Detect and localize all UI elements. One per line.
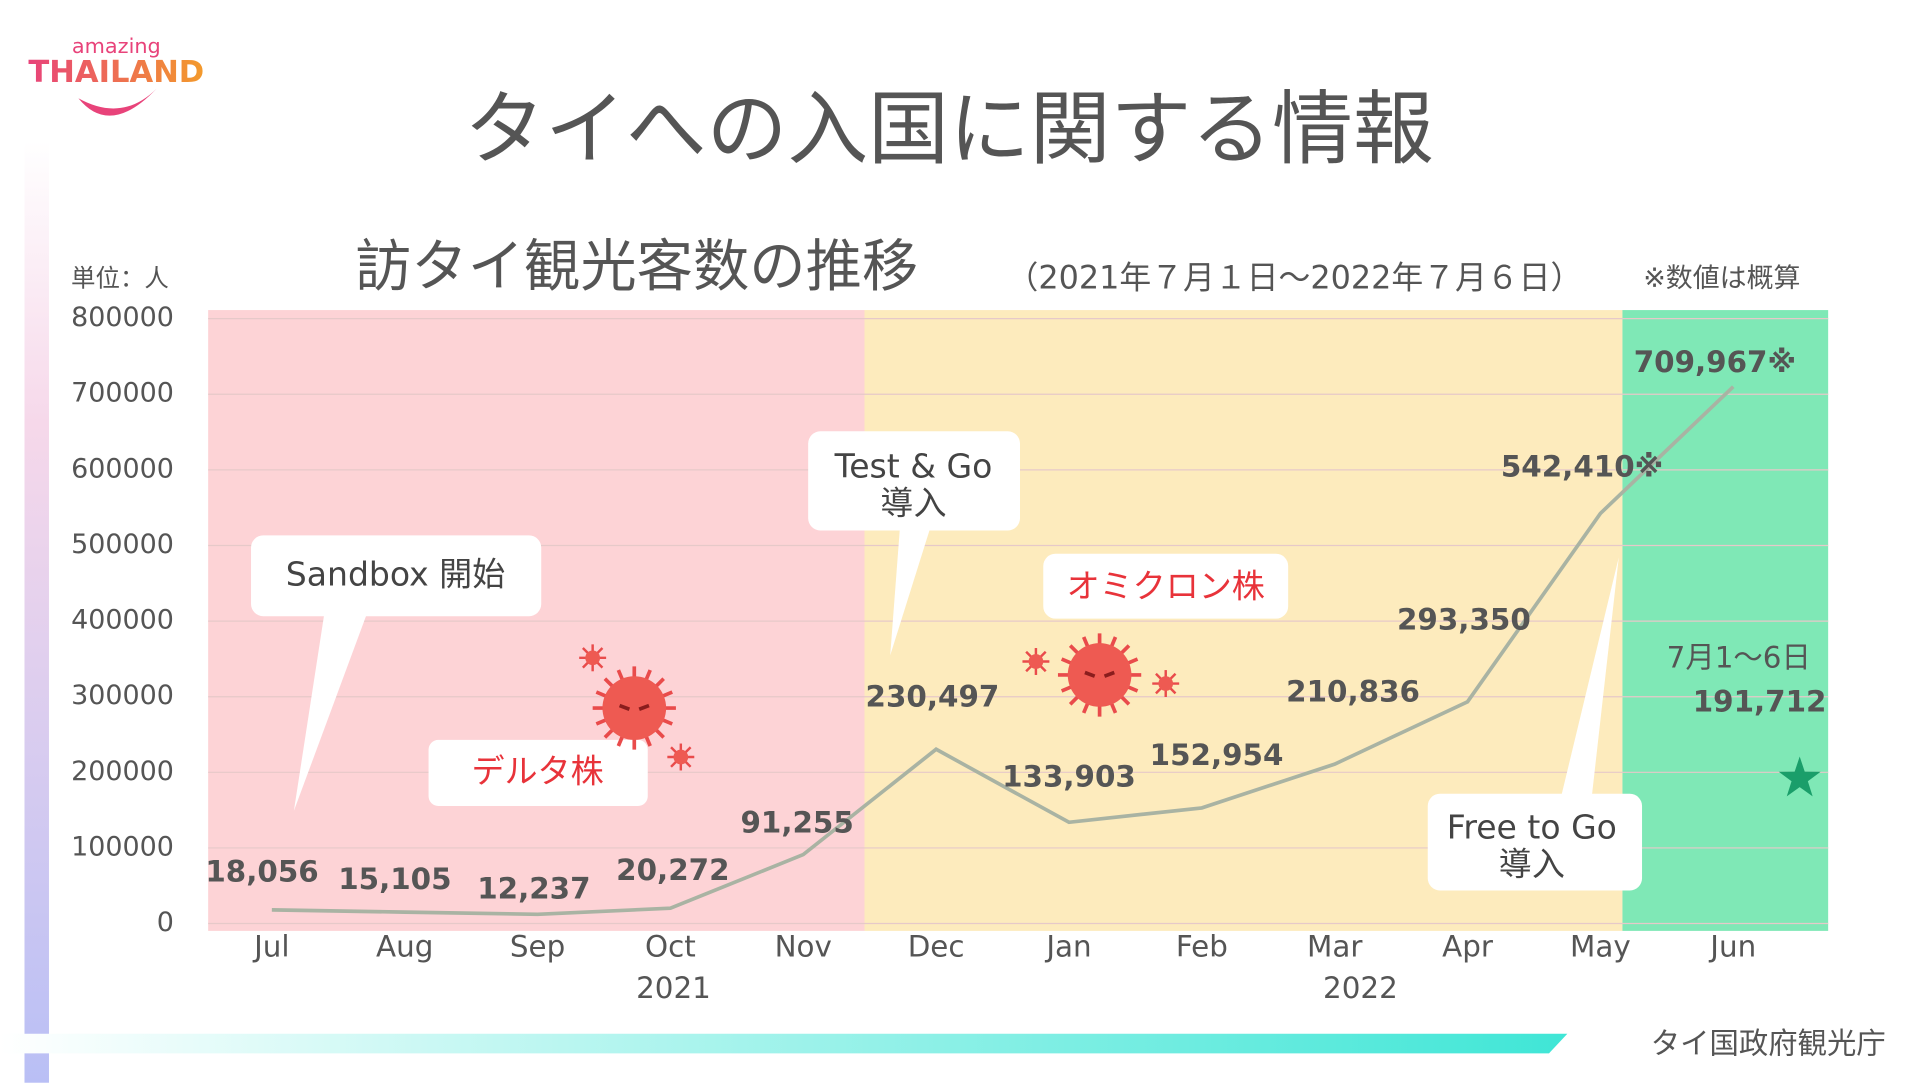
bottom-bar <box>0 1033 1568 1054</box>
annotation: Sandbox 開始 <box>286 554 505 593</box>
value-label: 18,056 <box>205 855 318 889</box>
x-tick-label: Apr <box>1442 930 1494 964</box>
partial-month-marker <box>1778 756 1821 797</box>
logo-name: THAILAND <box>28 55 204 90</box>
logo-tagline: amazing <box>72 34 161 58</box>
value-label: 91,255 <box>740 805 853 839</box>
value-label: 133,903 <box>1002 760 1136 794</box>
logo-swoosh <box>78 88 157 116</box>
x-tick-label: Mar <box>1307 930 1363 964</box>
y-axis-label: 単位：人 <box>71 263 169 292</box>
x-tick-label: Oct <box>645 930 696 964</box>
partial-month-value: 191,712 <box>1693 685 1827 719</box>
x-tick-label: Sep <box>510 930 565 964</box>
y-tick-label: 100000 <box>71 831 174 862</box>
x-tick-label: May <box>1570 930 1631 964</box>
annotation: 導入 <box>880 483 946 522</box>
annotation: 導入 <box>1499 844 1565 883</box>
y-tick-label: 400000 <box>71 605 174 636</box>
value-label: 709,967※ <box>1634 345 1796 379</box>
chart-title: 訪タイ観光客数の推移 <box>355 234 918 299</box>
x-tick-label: Jan <box>1044 930 1091 964</box>
x-tick-label: Feb <box>1176 930 1228 964</box>
value-label: 542,410※ <box>1501 450 1663 484</box>
annotation: Free to Go <box>1447 808 1617 847</box>
series-line <box>271 385 1735 917</box>
chart-subtitle: （2021年７月１日～2022年７月６日） <box>1007 258 1583 296</box>
annotation: デルタ株 <box>471 751 603 790</box>
callouts <box>251 431 1643 891</box>
x-tick-label: Dec <box>908 930 965 964</box>
value-label: 293,350 <box>1397 602 1531 636</box>
y-tick-label: 600000 <box>71 453 174 484</box>
x-tick-label: Nov <box>775 930 832 964</box>
x-tick-label: Jun <box>1708 930 1756 964</box>
annotation: Test & Go <box>834 447 993 486</box>
y-tick-label: 200000 <box>71 756 174 787</box>
value-label: 152,954 <box>1150 738 1284 772</box>
x-tick-label: Jul <box>252 930 289 964</box>
y-tick-label: 700000 <box>71 378 174 409</box>
value-label: 210,836 <box>1286 675 1420 709</box>
plot: 0 100000 200000 300000 400000 500000 600000 700… <box>71 302 1826 1005</box>
year-label: 2021 <box>636 971 711 1005</box>
slide-title: タイへの入国に関する情報 <box>464 83 1434 177</box>
y-tick-label: 300000 <box>71 680 174 711</box>
footer: タイ国政府観光庁 <box>1651 1026 1886 1060</box>
note: ※数値は概算 <box>1643 263 1800 294</box>
y-tick-label: 500000 <box>71 529 174 560</box>
value-label: 15,105 <box>338 862 451 896</box>
partial-month-label: 7月1～6日 <box>1667 641 1811 675</box>
x-tick-label: Aug <box>376 930 433 964</box>
annotation: オミクロン株 <box>1067 567 1265 606</box>
value-label: 12,237 <box>477 871 590 905</box>
value-label: 230,497 <box>866 679 1000 713</box>
side-bar <box>24 141 49 1083</box>
y-tick-label: 800000 <box>71 302 174 333</box>
y-tick-label: 0 <box>157 907 174 938</box>
value-label: 20,272 <box>616 853 729 887</box>
year-label: 2022 <box>1323 971 1398 1005</box>
